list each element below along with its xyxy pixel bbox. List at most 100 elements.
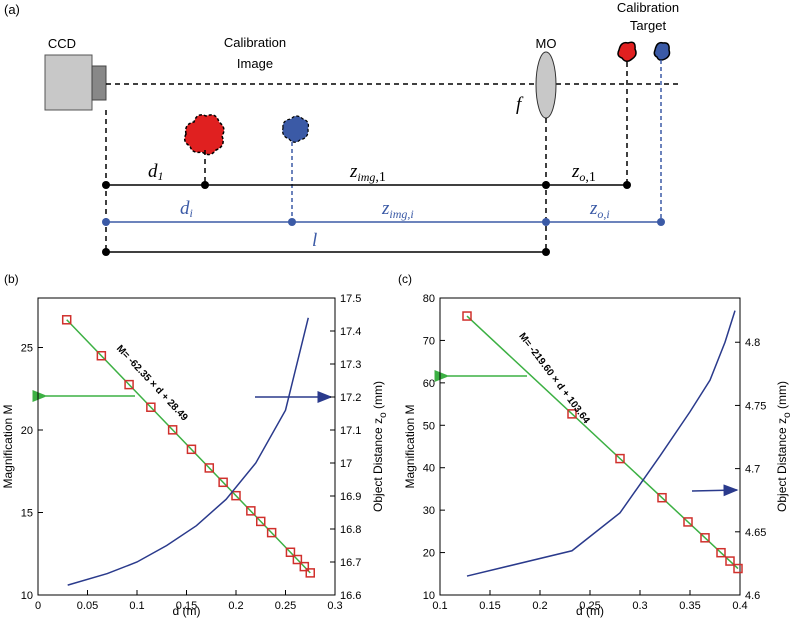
label-part: o — [378, 412, 389, 418]
marker — [292, 554, 303, 565]
marker — [124, 379, 134, 390]
plot-frame — [37, 297, 336, 596]
panel-label: (c) — [398, 272, 412, 286]
x-tick-label: 0.1 — [432, 600, 447, 612]
y2-tick-label: 16.9 — [340, 491, 361, 503]
x-tick-label: 0.2 — [228, 600, 243, 612]
x-axis-label: d (m) — [173, 604, 201, 618]
y2-tick-label: 17.1 — [340, 425, 361, 437]
panel-label: (b) — [4, 272, 19, 286]
y2-tick-label: 16.8 — [340, 524, 361, 536]
y-tick-label: 30 — [423, 505, 435, 517]
zo1-label: zo,1 — [571, 161, 596, 185]
x-tick-label: 0.25 — [275, 600, 296, 612]
blue-guides — [291, 60, 662, 222]
marker — [615, 453, 625, 464]
marker — [305, 568, 315, 578]
x-tick-label: 0.3 — [632, 600, 647, 612]
y-tick-label: 70 — [423, 335, 435, 347]
zoi-label: zo,i — [589, 198, 610, 221]
y-tick-label: 20 — [423, 548, 435, 560]
marker — [683, 517, 693, 527]
y2-tick-label: 17.2 — [340, 392, 361, 404]
line — [67, 317, 309, 586]
ccd-lens — [91, 65, 107, 101]
di-label: di — [180, 198, 193, 220]
marker — [567, 409, 577, 419]
target-label: Target — [630, 18, 667, 33]
label-part: o — [782, 412, 793, 418]
marker — [657, 492, 667, 503]
d1-label: d1 — [148, 161, 164, 183]
x-tick-label: 0.15 — [479, 600, 500, 612]
line — [466, 310, 736, 577]
x-axis-label: d (m) — [576, 604, 604, 618]
target-label: Calibration — [617, 0, 679, 15]
dots — [102, 181, 631, 256]
lens — [535, 51, 557, 119]
annotation: M= -219.60 × d + 103.64 — [516, 331, 591, 426]
y2-tick-label: 4.65 — [745, 527, 766, 539]
label-part: Object Distance z — [775, 418, 789, 512]
line — [66, 319, 311, 574]
blue-dots — [102, 218, 665, 226]
marker — [462, 311, 472, 321]
y2-axis-label: Object Distance zo (mm) — [371, 381, 389, 512]
target-blue — [653, 41, 671, 61]
marker — [204, 463, 215, 473]
y-tick-label: 10 — [21, 590, 33, 602]
x-tick-label: 0.2 — [532, 600, 547, 612]
zimgi-label: zimg,i — [381, 198, 414, 221]
marker — [231, 490, 241, 501]
y-tick-label: 80 — [423, 293, 435, 305]
arrow — [691, 484, 739, 497]
marker — [96, 351, 107, 361]
x-tick-label: 0.15 — [176, 600, 197, 612]
x-tick-label: 0.4 — [732, 600, 747, 612]
y-tick-label: 60 — [423, 378, 435, 390]
y2-tick-label: 17.4 — [340, 326, 361, 338]
chart: (b) 0 0.05 0.1 0.15 0.2 0.25 0.3 10 15 20 25 16.6 16.… — [1, 272, 389, 618]
ccd-body — [44, 54, 93, 111]
y2-tick-label: 4.8 — [745, 337, 760, 349]
arrows — [32, 370, 739, 497]
line — [466, 315, 739, 570]
y2-tick-label: 17 — [340, 458, 352, 470]
l-label: l — [312, 230, 317, 251]
y-axis-label: Magnification M — [1, 404, 15, 488]
x-tick-label: 0.1 — [129, 600, 144, 612]
marker — [700, 533, 710, 543]
marker — [61, 315, 72, 325]
x-tick-label: 0.35 — [679, 600, 700, 612]
y2-tick-label: 17.3 — [340, 359, 361, 371]
ccd-label: CCD — [48, 36, 76, 51]
image-blue — [282, 115, 310, 143]
image-label: Image — [237, 56, 273, 71]
panel-label: (a) — [4, 2, 20, 17]
y-tick-label: 10 — [423, 590, 435, 602]
image-label: Calibration — [224, 35, 286, 50]
y-tick-label: 50 — [423, 420, 435, 432]
marker — [246, 506, 256, 516]
y2-tick-label: 4.7 — [745, 464, 760, 476]
marker — [146, 402, 156, 412]
zimg1-label: zimg,1 — [349, 161, 386, 185]
x-tick-label: 0.05 — [77, 600, 98, 612]
x-tick-label: 0 — [35, 600, 41, 612]
y-tick-label: 25 — [21, 343, 33, 355]
marker — [733, 563, 743, 574]
label-part: (mm) — [371, 381, 385, 412]
marker — [167, 425, 178, 435]
target-red — [617, 41, 637, 62]
marker — [716, 547, 726, 558]
y2-tick-label: 16.7 — [340, 557, 361, 569]
label-part: Object Distance z — [371, 418, 385, 512]
marker — [266, 527, 277, 538]
y-axis-label: Magnification M — [403, 404, 417, 488]
focal-label: f — [516, 94, 524, 115]
marker — [218, 477, 228, 488]
x-tick-label: 0.25 — [579, 600, 600, 612]
marker — [725, 556, 735, 566]
y2-tick-label: 16.6 — [340, 590, 361, 602]
